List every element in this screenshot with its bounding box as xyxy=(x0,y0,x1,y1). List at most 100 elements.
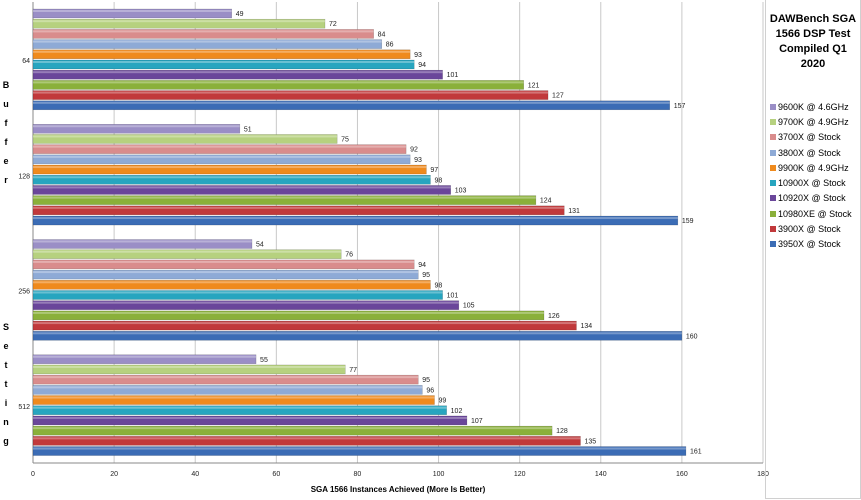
bar xyxy=(32,100,670,111)
data-label: 95 xyxy=(422,272,430,279)
bar-highlight xyxy=(33,260,415,263)
data-label: 84 xyxy=(378,31,386,38)
data-label: 96 xyxy=(426,387,434,394)
data-label: 95 xyxy=(422,377,430,384)
bar-highlight xyxy=(33,81,524,84)
x-tick-label: 20 xyxy=(110,471,118,478)
legend-label: 10900X @ Stock xyxy=(778,178,846,189)
bar-highlight xyxy=(33,217,678,220)
bar-highlight xyxy=(33,281,431,284)
bar xyxy=(32,185,451,195)
legend-swatch xyxy=(770,134,776,141)
x-tick-label: 140 xyxy=(595,471,607,478)
legend-label: 3700X @ Stock xyxy=(778,132,841,143)
legend-label: 10920X @ Stock xyxy=(778,193,846,204)
bar xyxy=(32,18,326,29)
data-label: 124 xyxy=(540,198,552,205)
legend: DAWBench SGA 1566 DSP Test Compiled Q1 2… xyxy=(765,0,861,499)
bar xyxy=(32,395,435,405)
y-tick-label: 64 xyxy=(22,58,30,65)
legend-swatch xyxy=(770,149,776,156)
data-label: 72 xyxy=(329,21,337,28)
bar-highlight xyxy=(33,437,581,440)
legend-item: 3950X @ Stock xyxy=(770,237,860,252)
bar-highlight xyxy=(33,365,346,368)
bar-highlight xyxy=(33,355,257,358)
legend-label: 9900K @ 4.9GHz xyxy=(778,162,849,173)
bar xyxy=(32,385,423,395)
data-label: 77 xyxy=(349,367,357,374)
bar xyxy=(32,436,581,446)
legend-label: 3900X @ Stock xyxy=(778,224,841,235)
bar xyxy=(32,164,427,175)
bar xyxy=(32,144,407,154)
data-label: 160 xyxy=(686,333,698,340)
bar xyxy=(32,405,447,415)
data-label: 135 xyxy=(585,438,597,445)
legend-item: 10900X @ Stock xyxy=(770,175,860,190)
bar xyxy=(32,259,415,270)
legend-label: 10980XE @ Stock xyxy=(778,208,852,219)
bar-highlight xyxy=(33,447,686,450)
bar-highlight xyxy=(33,196,536,199)
y-tick-label: 256 xyxy=(18,289,30,296)
bar xyxy=(32,69,443,80)
data-label: 101 xyxy=(447,72,459,79)
legend-swatch xyxy=(770,164,776,171)
legend-label: 3950X @ Stock xyxy=(778,239,841,250)
data-label: 102 xyxy=(451,408,463,415)
x-axis-label: SGA 1566 Instances Achieved (More Is Bet… xyxy=(311,485,486,494)
bar xyxy=(32,239,253,249)
bar xyxy=(32,124,241,134)
legend-label: 3800X @ Stock xyxy=(778,147,841,158)
bar-highlight xyxy=(33,386,423,389)
data-label: 121 xyxy=(528,82,540,89)
bar xyxy=(32,290,443,300)
legend-swatch xyxy=(770,180,776,187)
bar-highlight xyxy=(33,206,565,209)
bar-highlight xyxy=(33,396,435,399)
bar-highlight xyxy=(33,125,240,128)
data-label: 131 xyxy=(568,208,580,215)
bar xyxy=(32,90,549,100)
bar-highlight xyxy=(33,291,443,294)
bar-highlight xyxy=(33,301,459,304)
bar xyxy=(32,205,565,216)
bar xyxy=(32,364,346,375)
bar-highlight xyxy=(33,406,447,409)
bar-highlight xyxy=(33,91,549,94)
data-label: 49 xyxy=(236,11,244,18)
data-label: 99 xyxy=(439,398,447,405)
legend-swatch xyxy=(770,118,776,125)
data-label: 94 xyxy=(418,262,426,269)
data-label: 76 xyxy=(345,252,353,259)
x-tick-label: 120 xyxy=(514,471,526,478)
legend-item: 3700X @ Stock xyxy=(770,130,860,145)
legend-item: 3800X @ Stock xyxy=(770,145,860,160)
bar xyxy=(32,134,338,144)
bar xyxy=(32,175,431,185)
legend-swatch xyxy=(770,195,776,202)
bar xyxy=(32,39,383,49)
bar-highlight xyxy=(33,416,467,419)
data-label: 128 xyxy=(556,428,568,435)
data-label: 75 xyxy=(341,136,349,143)
data-label: 97 xyxy=(430,167,438,174)
legend-item: 9600K @ 4.6GHz xyxy=(770,99,860,114)
bar xyxy=(32,49,411,60)
bar xyxy=(32,249,342,259)
bar-highlight xyxy=(33,20,325,23)
bar-highlight xyxy=(33,61,415,63)
bar xyxy=(32,354,257,364)
data-label: 92 xyxy=(410,147,418,154)
bar xyxy=(32,310,545,321)
data-label: 55 xyxy=(260,357,268,364)
y-tick-label: 512 xyxy=(18,404,30,411)
legend-item: 10980XE @ Stock xyxy=(770,206,860,221)
bar xyxy=(32,29,374,39)
bar-highlight xyxy=(33,101,670,104)
bar-highlight xyxy=(33,40,382,43)
bar-highlight xyxy=(33,135,338,138)
